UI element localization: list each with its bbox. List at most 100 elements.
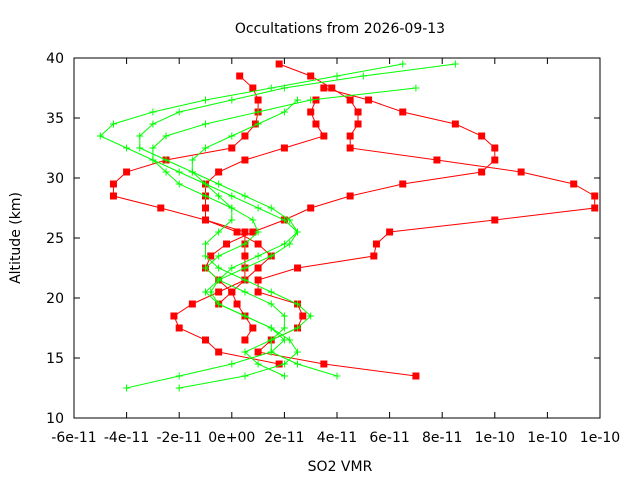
data-point bbox=[202, 264, 209, 272]
data-point bbox=[267, 348, 275, 356]
y-tick-label: 35 bbox=[46, 111, 64, 127]
data-point bbox=[228, 96, 236, 104]
data-point bbox=[202, 288, 209, 296]
data-point bbox=[333, 72, 341, 80]
data-point bbox=[254, 264, 262, 272]
data-point bbox=[333, 372, 341, 380]
data-point bbox=[202, 204, 209, 212]
data-point bbox=[280, 360, 288, 368]
data-point bbox=[346, 144, 354, 152]
data-point bbox=[370, 252, 378, 260]
series-line bbox=[139, 63, 456, 389]
data-point bbox=[228, 360, 236, 368]
data-point bbox=[123, 144, 131, 152]
data-point bbox=[241, 312, 249, 320]
data-point bbox=[202, 240, 209, 248]
data-point bbox=[157, 204, 165, 212]
data-point bbox=[215, 264, 223, 272]
x-axis-label: SO2 VMR bbox=[308, 459, 373, 475]
y-tick-label: 40 bbox=[46, 51, 64, 67]
data-point bbox=[215, 300, 223, 308]
data-point bbox=[249, 216, 257, 224]
plot-frame bbox=[73, 57, 601, 419]
data-point bbox=[241, 264, 249, 272]
data-point bbox=[286, 240, 294, 248]
plot-series bbox=[96, 60, 599, 392]
data-point bbox=[294, 228, 302, 236]
x-tick-label: 6e-11 bbox=[369, 430, 409, 446]
data-point bbox=[312, 96, 320, 104]
data-point bbox=[215, 288, 223, 296]
data-point bbox=[223, 240, 231, 248]
data-point bbox=[491, 144, 499, 152]
data-point bbox=[202, 144, 209, 152]
data-point bbox=[241, 288, 249, 296]
data-point bbox=[109, 120, 117, 128]
x-tick-label: 1e-10 bbox=[527, 430, 567, 446]
data-point bbox=[149, 156, 157, 164]
data-point bbox=[294, 348, 302, 356]
data-point bbox=[241, 156, 249, 164]
data-point bbox=[254, 276, 262, 284]
data-point bbox=[399, 60, 407, 68]
data-point bbox=[294, 264, 302, 272]
x-tick-label: 1e-10 bbox=[475, 430, 515, 446]
data-point bbox=[307, 312, 315, 320]
data-point bbox=[241, 348, 249, 356]
chart-title: Occultations from 2026-09-13 bbox=[235, 21, 445, 37]
data-point bbox=[228, 132, 236, 140]
data-point bbox=[365, 96, 373, 104]
data-point bbox=[451, 120, 459, 128]
data-point bbox=[228, 144, 236, 152]
data-point bbox=[162, 156, 170, 164]
data-point bbox=[241, 132, 249, 140]
series-line bbox=[204, 87, 496, 341]
data-point bbox=[241, 240, 249, 248]
data-point bbox=[294, 300, 302, 308]
data-point bbox=[215, 192, 223, 200]
x-tick-label: 0e+00 bbox=[208, 430, 255, 446]
data-point bbox=[109, 180, 117, 188]
data-point bbox=[228, 264, 236, 272]
data-point bbox=[517, 168, 525, 176]
data-point bbox=[254, 228, 262, 236]
data-point bbox=[202, 180, 209, 188]
data-point bbox=[188, 300, 196, 308]
data-point bbox=[175, 372, 183, 380]
data-point bbox=[267, 300, 275, 308]
data-point bbox=[294, 96, 302, 104]
y-tick-label: 30 bbox=[46, 171, 64, 187]
data-point bbox=[267, 204, 275, 212]
y-tick-label: 20 bbox=[46, 291, 64, 307]
data-point bbox=[215, 228, 223, 236]
data-point bbox=[294, 324, 302, 332]
data-point bbox=[215, 348, 223, 356]
data-point bbox=[412, 372, 420, 380]
data-point bbox=[346, 132, 354, 140]
data-point bbox=[280, 312, 288, 320]
data-point bbox=[399, 180, 407, 188]
data-point bbox=[188, 156, 196, 164]
data-point bbox=[202, 96, 209, 104]
data-point bbox=[175, 180, 183, 188]
y-tick-label: 25 bbox=[46, 231, 64, 247]
data-point bbox=[346, 192, 354, 200]
data-point bbox=[202, 192, 209, 200]
series-line bbox=[191, 99, 312, 377]
data-point bbox=[359, 72, 367, 80]
data-point bbox=[123, 168, 131, 176]
data-point bbox=[267, 336, 275, 344]
data-point bbox=[254, 120, 262, 128]
data-point bbox=[320, 132, 328, 140]
data-point bbox=[286, 216, 294, 224]
data-point bbox=[254, 204, 262, 212]
data-point bbox=[254, 348, 262, 356]
data-point bbox=[236, 72, 244, 80]
data-point bbox=[149, 120, 157, 128]
data-point bbox=[136, 144, 144, 152]
data-point bbox=[175, 384, 183, 392]
data-point bbox=[491, 216, 499, 224]
data-point bbox=[162, 168, 170, 176]
